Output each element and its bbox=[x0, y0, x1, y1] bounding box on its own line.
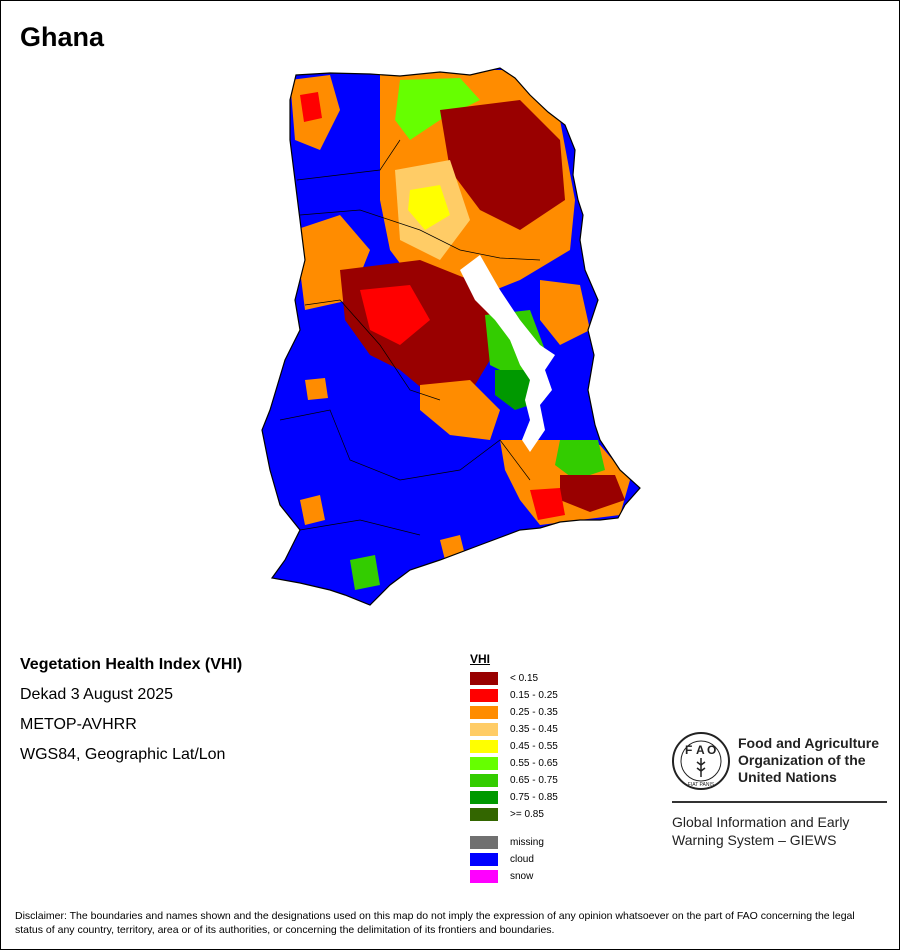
boundary-upper bbox=[296, 139, 401, 181]
legend-swatch bbox=[470, 705, 498, 719]
legend-label: >= 0.85 bbox=[510, 808, 544, 820]
legend-item: snow bbox=[470, 869, 533, 883]
legend-item: 0.15 - 0.25 bbox=[470, 688, 558, 702]
legend-swatch bbox=[470, 807, 498, 821]
disclaimer: Disclaimer: The boundaries and names sho… bbox=[15, 910, 855, 936]
period-label: Dekad 3 August 2025 bbox=[20, 686, 174, 703]
legend-item: 0.55 - 0.65 bbox=[470, 756, 558, 770]
legend-label: 0.25 - 0.35 bbox=[510, 706, 558, 718]
boundary-south bbox=[279, 409, 531, 481]
zone-northwest-red bbox=[300, 92, 322, 122]
legend-swatch bbox=[470, 756, 498, 770]
legend-item: 0.45 - 0.55 bbox=[470, 739, 558, 753]
fao-name-line: Organization of the bbox=[738, 752, 866, 768]
legend-label: missing bbox=[510, 836, 544, 848]
zone-east-moderate bbox=[540, 280, 590, 345]
legend-swatch bbox=[470, 722, 498, 736]
zone-southeast-severe bbox=[560, 475, 625, 512]
legend-swatch bbox=[470, 688, 498, 702]
index-name: Vegetation Health Index (VHI) bbox=[20, 656, 243, 673]
legend-label: 0.75 - 0.85 bbox=[510, 791, 558, 803]
vhi-map bbox=[261, 67, 641, 606]
boundary-southwest bbox=[299, 519, 421, 536]
sensor-label: METOP-AVHRR bbox=[20, 716, 137, 733]
zone-north-green bbox=[395, 78, 480, 140]
zone-central-east-moderate bbox=[420, 380, 500, 440]
legend-item: < 0.15 bbox=[470, 671, 538, 685]
patch-southwest-2 bbox=[350, 555, 380, 590]
legend-swatch bbox=[470, 739, 498, 753]
legend-swatch bbox=[470, 773, 498, 787]
boundary-central bbox=[304, 299, 441, 401]
fao-name-line: United Nations bbox=[738, 769, 837, 785]
legend-item: 0.35 - 0.45 bbox=[470, 722, 558, 736]
fao-name-line: Food and Agriculture bbox=[738, 735, 880, 751]
giews-line: Global Information and Early bbox=[672, 814, 850, 830]
fao-logo-icon: F A O FIAT PANIS bbox=[672, 732, 730, 790]
legend-swatch bbox=[470, 671, 498, 685]
legend-item: missing bbox=[470, 835, 544, 849]
legend-label: 0.45 - 0.55 bbox=[510, 740, 558, 752]
legend-swatch bbox=[470, 869, 498, 883]
legend-item: 0.25 - 0.35 bbox=[470, 705, 558, 719]
legend-label: cloud bbox=[510, 853, 534, 865]
zone-northeast-severe bbox=[440, 100, 565, 230]
legend-title: VHI bbox=[470, 652, 491, 666]
fao-letter-f: F bbox=[685, 743, 692, 757]
legend-item: 0.65 - 0.75 bbox=[470, 773, 558, 787]
patch-southwest-1 bbox=[300, 495, 325, 525]
map-title: Ghana bbox=[20, 22, 105, 52]
legend-label: 0.35 - 0.45 bbox=[510, 723, 558, 735]
patch-west-1 bbox=[305, 378, 328, 400]
zone-north-yellow bbox=[408, 185, 450, 230]
legend-swatch bbox=[470, 835, 498, 849]
legend-label: 0.55 - 0.65 bbox=[510, 757, 558, 769]
legend-label: 0.15 - 0.25 bbox=[510, 689, 558, 701]
wheat-icon bbox=[696, 758, 706, 777]
giews-name: Global Information and Early Warning Sys… bbox=[672, 813, 849, 849]
legend-item: 0.75 - 0.85 bbox=[470, 790, 558, 804]
legend-swatch bbox=[470, 790, 498, 804]
lake-volta bbox=[460, 255, 555, 452]
giews-line: Warning System – GIEWS bbox=[672, 832, 837, 848]
legend-label: snow bbox=[510, 870, 534, 882]
fao-letter-o: O bbox=[707, 743, 716, 757]
projection-label: WGS84, Geographic Lat/Lon bbox=[20, 746, 226, 763]
legend-swatch bbox=[470, 852, 498, 866]
fao-motto: FIAT PANIS bbox=[688, 782, 715, 788]
fao-name: Food and Agriculture Organization of the… bbox=[738, 735, 879, 786]
zone-central-red bbox=[360, 285, 430, 345]
legend-label: 0.65 - 0.75 bbox=[510, 774, 558, 786]
fao-letter-a: A bbox=[696, 743, 705, 757]
legend-item: >= 0.85 bbox=[470, 807, 544, 821]
divider bbox=[672, 801, 887, 803]
region-boundaries bbox=[279, 139, 541, 536]
zone-southeast-green bbox=[555, 440, 605, 480]
legend-label: < 0.15 bbox=[510, 672, 539, 684]
legend-item: cloud bbox=[470, 852, 534, 866]
zone-southeast-red bbox=[530, 488, 565, 520]
boundary-north bbox=[299, 209, 541, 261]
